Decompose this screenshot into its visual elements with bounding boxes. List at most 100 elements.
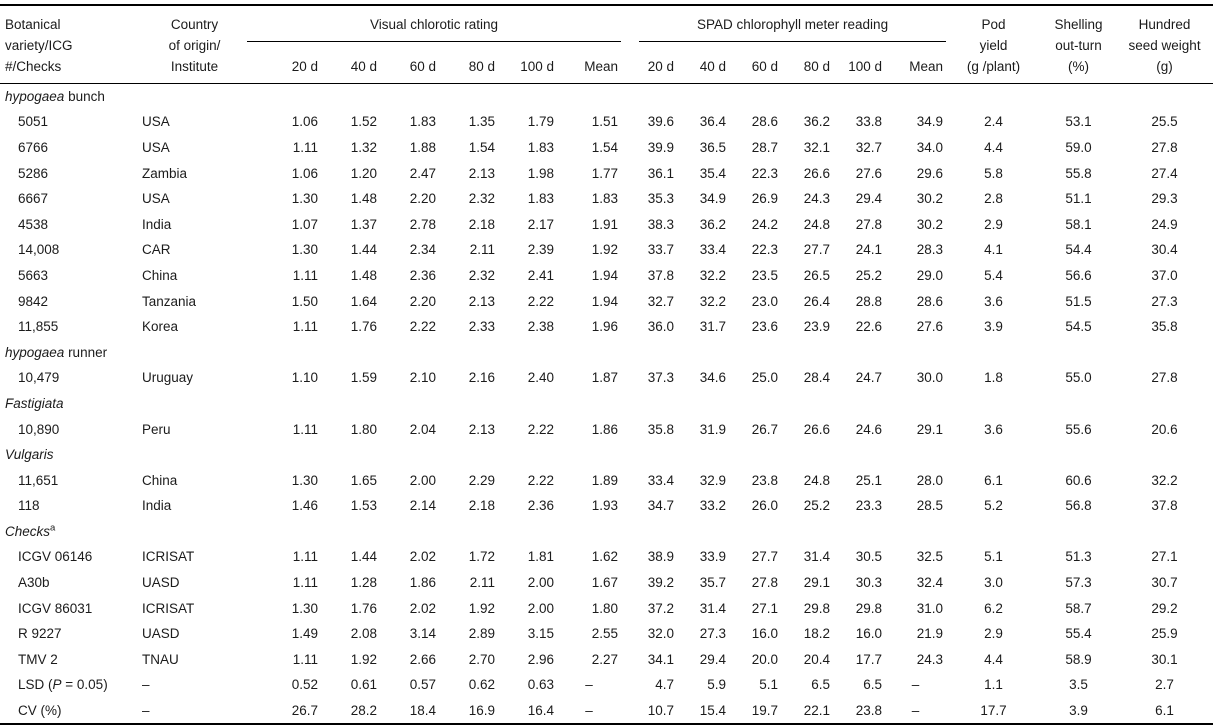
shelling-out-turn-value: 55.4: [1065, 626, 1092, 642]
visual-rating-value: 1.50: [291, 293, 318, 309]
spad-reading-value: 23.9: [803, 319, 831, 335]
col-header-spad-20d: 20 d: [647, 58, 675, 74]
spad-reading-value: 32.0: [647, 626, 675, 642]
shelling-out-turn-value: 54.4: [1065, 242, 1092, 258]
visual-rating-value: 1.88: [409, 139, 436, 155]
visual-rating-value: 18.4: [409, 703, 436, 719]
table-row: 10,479 Uruguay 1.10 1.59 2.10 2.16 2.40 1.87 37.…: [0, 365, 1213, 391]
row-country: Peru: [142, 421, 171, 437]
row-country: USA: [142, 139, 170, 155]
visual-rating-value: 2.40: [527, 370, 554, 386]
shelling-out-turn-value: 58.1: [1065, 216, 1092, 232]
visual-rating-value: 1.30: [291, 472, 318, 488]
visual-rating-value: 0.62: [468, 677, 495, 693]
table-row: ICGV 86031 ICRISAT 1.30 1.76 2.02 1.92 2.00 1.8…: [0, 595, 1213, 621]
column-gap: [621, 211, 639, 237]
visual-rating-value: 2.33: [468, 319, 495, 335]
table-body: hypogaea bunch 5051 USA 1.06 1.52 1.83 1.35 1.7…: [0, 83, 1213, 724]
pod-yield-value: 2.9: [984, 626, 1003, 642]
visual-rating-value: 1.46: [291, 498, 318, 514]
row-name: 10,890: [18, 421, 60, 437]
row-country: Korea: [142, 319, 179, 335]
text-segment: hypogaea: [5, 344, 65, 360]
spad-reading-value: 29.8: [855, 600, 883, 616]
group-label: Visual chlorotic rating: [369, 17, 499, 32]
spad-reading-value: 31.4: [803, 549, 831, 565]
row-name: 5286: [18, 165, 49, 181]
shelling-out-turn-value: 54.5: [1065, 319, 1092, 335]
spad-reading-value: 27.7: [803, 242, 831, 258]
shelling-out-turn-value: 3.5: [1069, 677, 1088, 693]
shelling-out-turn-value: 51.3: [1065, 549, 1092, 565]
header-line: seed weight: [1128, 38, 1201, 53]
visual-rating-value: 2.20: [409, 191, 436, 207]
visual-rating-value: 1.92: [468, 600, 495, 616]
visual-rating-value: 2.11: [469, 575, 495, 591]
spad-reading-value: 38.3: [647, 216, 675, 232]
spad-reading-value: 18.2: [803, 626, 831, 642]
text-segment: a: [50, 522, 56, 534]
spad-reading-value: 21.9: [916, 626, 944, 642]
row-country: ICRISAT: [142, 600, 195, 616]
hundred-seed-weight-value: 25.9: [1151, 626, 1178, 642]
visual-rating-value: 1.80: [350, 421, 377, 437]
visual-rating-value: 28.2: [350, 703, 377, 719]
visual-rating-value: 1.11: [292, 651, 318, 667]
visual-rating-value: 3.15: [527, 626, 554, 642]
col-group-spad-reading: SPAD chlorophyll meter reading: [639, 5, 947, 42]
spad-reading-value: 16.0: [855, 626, 883, 642]
col-header-spad-40d: 40 d: [699, 58, 727, 74]
col-header-spad-100d: 100 d: [848, 58, 883, 74]
spad-reading-value: 26.4: [803, 293, 831, 309]
text-segment: hypogaea: [5, 88, 65, 104]
section-label: hypogaea runner: [0, 339, 1213, 365]
spad-reading-value: 34.6: [699, 370, 727, 386]
visual-rating-value: 1.92: [591, 242, 619, 258]
section-label: Vulgaris: [0, 442, 1213, 468]
visual-rating-value: 1.10: [291, 370, 318, 386]
spad-reading-value: 24.7: [855, 370, 883, 386]
visual-rating-value: 1.44: [350, 549, 377, 565]
spad-reading-value: 30.2: [916, 191, 944, 207]
spad-reading-value: 24.3: [916, 651, 944, 667]
row-country: UASD: [142, 575, 180, 591]
pod-yield-value: 17.7: [980, 703, 1007, 719]
spad-reading-value: 32.7: [855, 139, 883, 155]
row-country: USA: [142, 114, 170, 130]
spad-reading-value: 33.2: [699, 498, 727, 514]
column-gap: [621, 135, 639, 161]
spad-reading-value: 24.3: [803, 191, 831, 207]
spad-reading-value: 5.1: [759, 677, 779, 693]
spad-reading-value: 29.6: [916, 165, 944, 181]
column-gap: [621, 621, 639, 647]
pod-yield-value: 6.1: [984, 472, 1003, 488]
row-name: TMV 2: [18, 651, 58, 667]
hundred-seed-weight-value: 35.8: [1151, 319, 1178, 335]
spad-reading-value: 23.6: [751, 319, 779, 335]
spad-reading-value: 37.2: [647, 600, 675, 616]
column-gap: [621, 5, 639, 83]
visual-rating-value: 2.22: [527, 472, 554, 488]
visual-rating-value: 2.78: [409, 216, 436, 232]
table-row: 5051 USA 1.06 1.52 1.83 1.35 1.79 1.51 39.6 36.4 2…: [0, 109, 1213, 135]
header-line: (g): [1156, 59, 1173, 74]
spad-reading-value: 28.3: [916, 242, 944, 258]
row-country: India: [142, 216, 172, 232]
pod-yield-value: 2.4: [984, 114, 1003, 130]
visual-rating-value: 16.9: [468, 703, 495, 719]
row-country: Uruguay: [142, 370, 194, 386]
pod-yield-value: 5.1: [984, 549, 1003, 565]
visual-rating-value: 1.30: [291, 191, 318, 207]
section-row: Checksa: [0, 519, 1213, 545]
spad-reading-value: 26.9: [751, 191, 779, 207]
spad-reading-value: 32.2: [699, 267, 727, 283]
header-line: Institute: [170, 59, 219, 74]
visual-rating-value: 1.83: [591, 191, 619, 207]
spad-reading-value: 32.7: [647, 293, 675, 309]
visual-rating-value: 1.11: [292, 421, 318, 437]
col-header-spad-80d: 80 d: [803, 58, 831, 74]
spad-reading-value: 37.3: [647, 370, 675, 386]
col-header-visual-80d: 80 d: [468, 58, 495, 74]
spad-reading-value: 10.7: [647, 703, 675, 719]
